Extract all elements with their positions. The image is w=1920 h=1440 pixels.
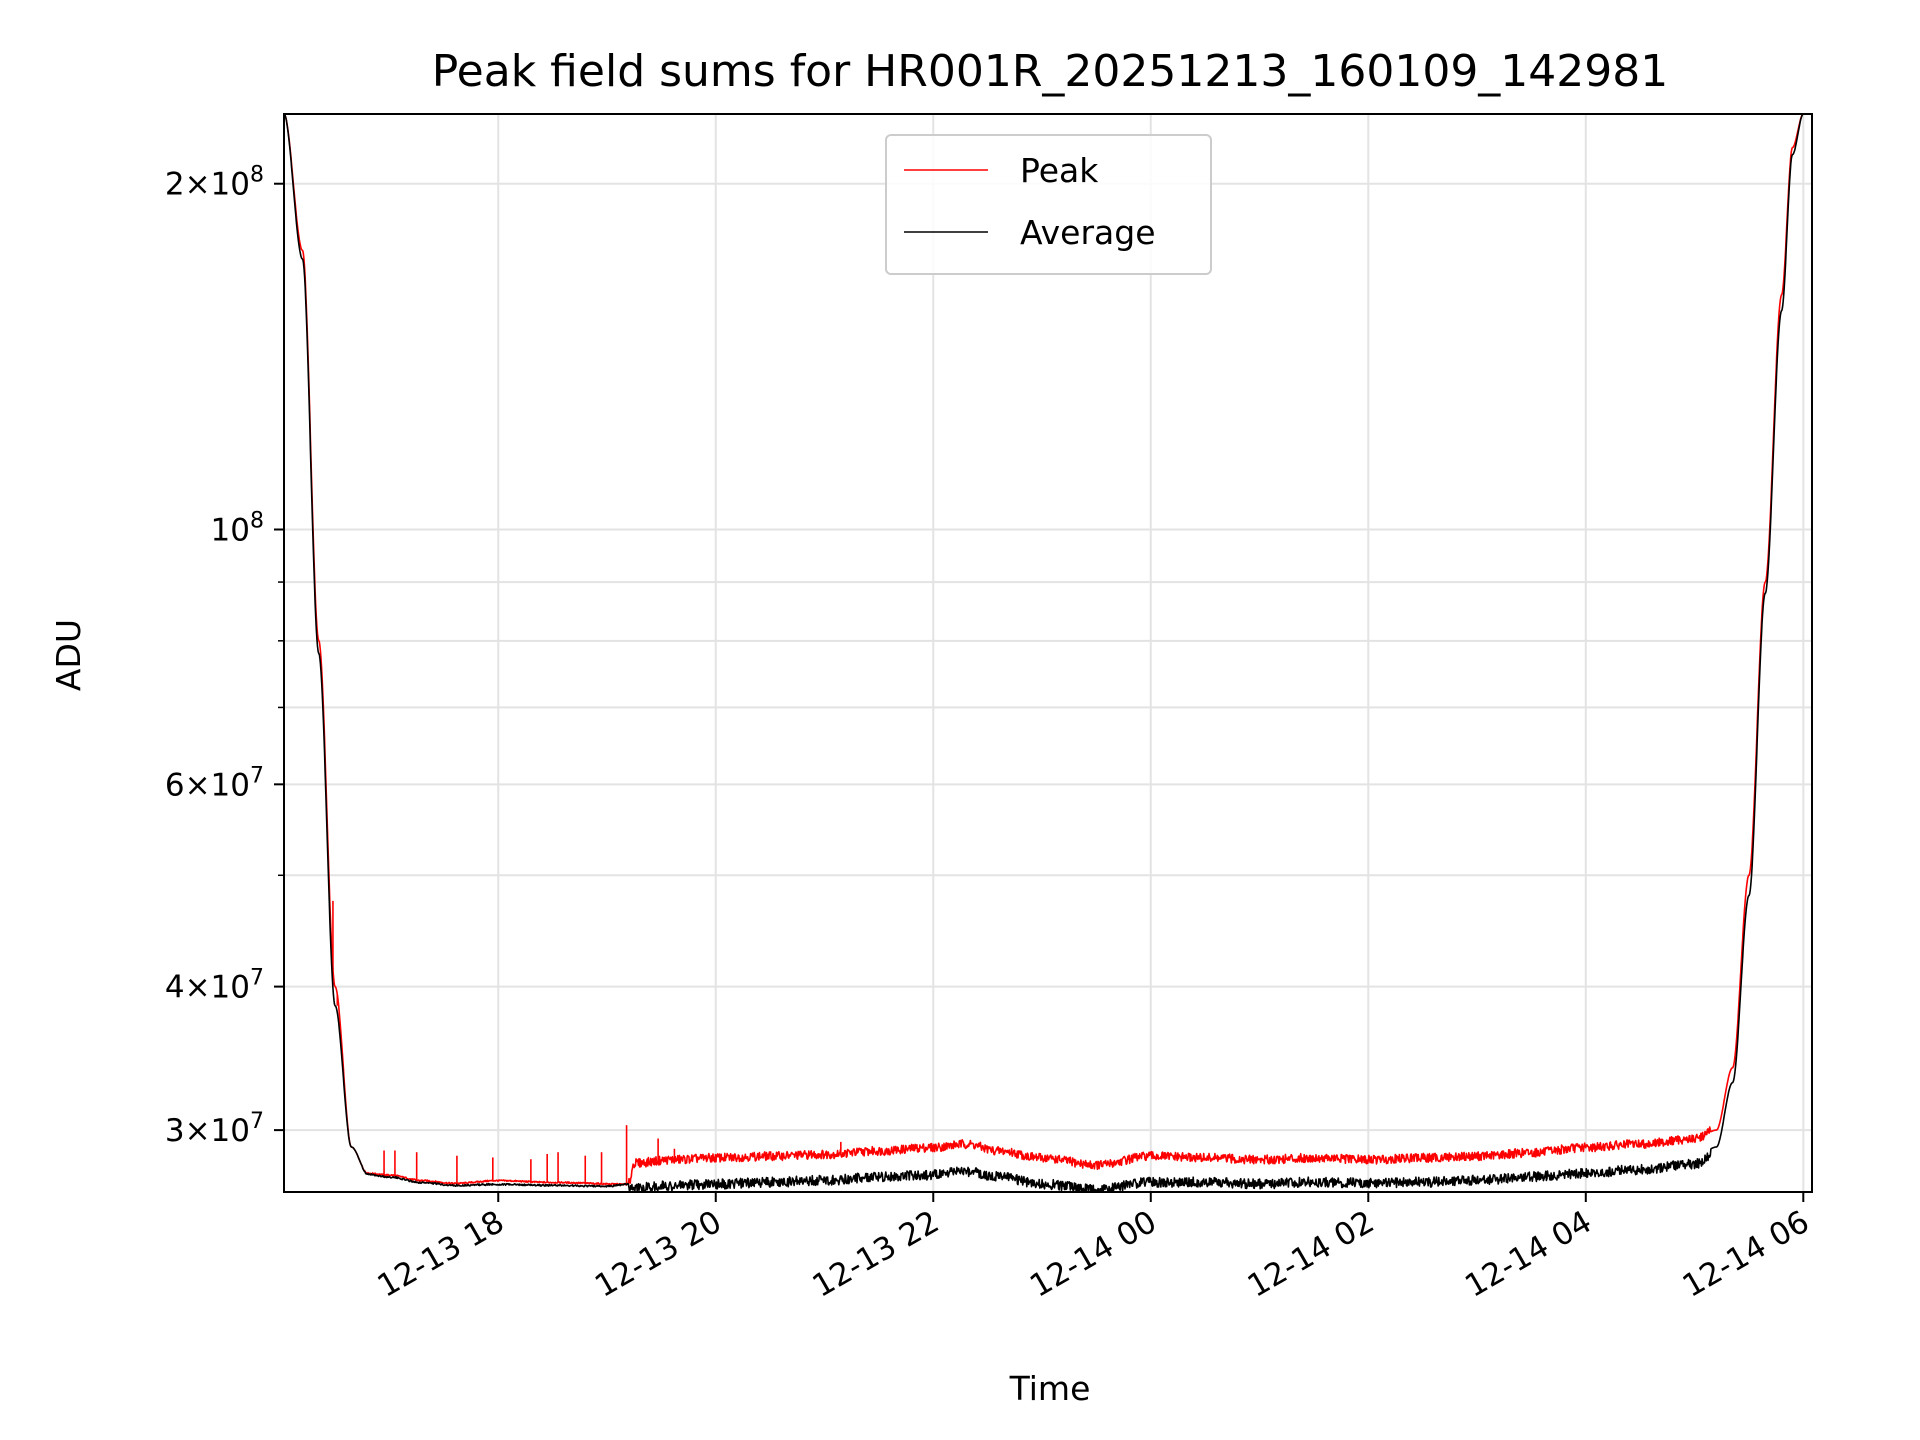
y-tick-mantissa: 6 [165, 767, 185, 803]
y-tick-exponent: 7 [250, 763, 264, 788]
y-tick-exponent: 8 [250, 509, 264, 534]
legend-average-label: Average [1020, 213, 1156, 252]
y-tick-label: 3×107 [165, 1109, 264, 1149]
series-line-peak [284, 114, 1812, 1186]
y-tick-mantissa: 3 [165, 1113, 185, 1149]
series-line-average [284, 114, 1812, 1192]
legend: Peak Average [885, 134, 1212, 275]
y-axis-ticks: 3×107 4×107 6×107 108 2×108 [165, 163, 284, 1149]
plot-series [284, 114, 1812, 1192]
y-tick-label: 108 [211, 509, 264, 549]
y-tick-label: 2×108 [165, 163, 264, 203]
y-axis-label: ADU [49, 619, 88, 691]
y-tick-exponent: 7 [250, 966, 264, 991]
y-tick-label: 4×107 [165, 966, 264, 1006]
y-tick-mantissa: 4 [165, 970, 185, 1006]
y-tick-mantissa: 2 [165, 167, 185, 203]
plot-frame [283, 113, 1813, 1193]
y-tick-exponent: 8 [250, 163, 264, 188]
y-tick-label: 6×107 [165, 763, 264, 803]
grid [284, 114, 1812, 1192]
chart-title: Peak field sums for HR001R_20251213_1601… [432, 46, 1669, 97]
x-axis-label: Time [1009, 1369, 1091, 1408]
legend-peak-label: Peak [1020, 151, 1099, 190]
y-tick-exponent: 7 [250, 1109, 264, 1134]
